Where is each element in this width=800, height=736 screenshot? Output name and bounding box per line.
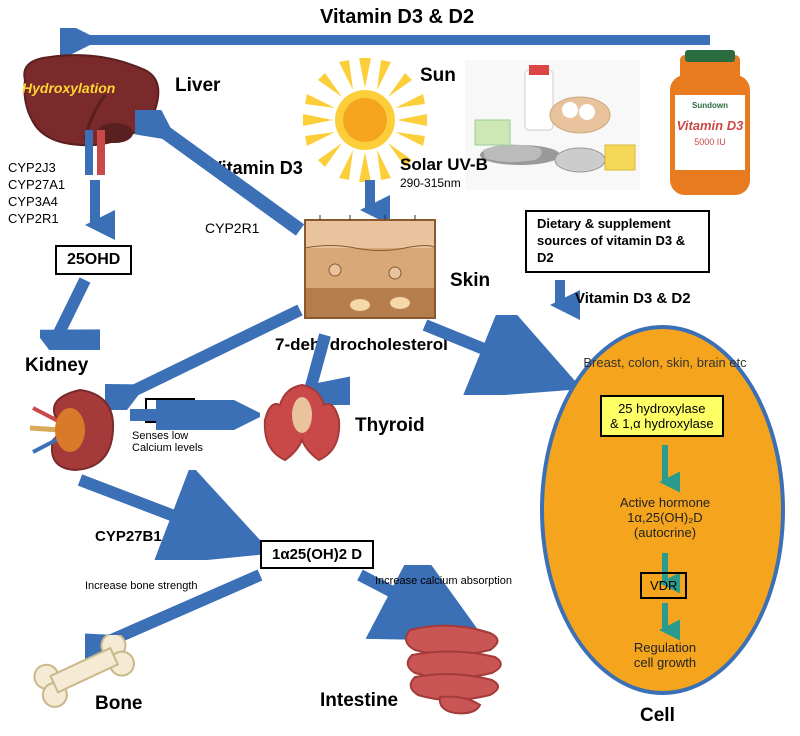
cell-enzymes-box: 25 hydroxylase & 1,α hydroxylase (600, 395, 724, 437)
hydroxylation-overlay: Hydroxylation (22, 80, 115, 96)
cell-tissues: Breast, colon, skin, brain etc (575, 355, 755, 370)
arrow-skin-to-cell (415, 315, 575, 395)
diet-arrow-label: Vitamin D3 & D2 (575, 290, 691, 307)
svg-text:Vitamin D3: Vitamin D3 (677, 118, 744, 133)
enzyme-item: CYP3A4 (8, 194, 65, 211)
svg-text:Sundown: Sundown (692, 101, 728, 110)
liver-enzymes-list: CYP2J3 CYP27A1 CYP3A4 CYP2R1 (8, 160, 65, 228)
supplement-bottle-icon: Sundown Vitamin D3 5000 IU (650, 50, 770, 205)
svg-text:5000 IU: 5000 IU (694, 137, 726, 147)
arrow-liver-to-25ohd (75, 175, 115, 240)
cyp27b1-label: CYP27B1 (95, 528, 162, 545)
metabolite-25ohd-box: 25OHD (55, 245, 132, 275)
arrow-diet-to-cell (540, 275, 580, 320)
arrow-kidney-to-thyroid (120, 400, 260, 430)
skin-icon (300, 215, 440, 325)
food-sources-icon (465, 60, 640, 190)
arrow-cell-1 (650, 440, 680, 495)
uvb-range: 290-315nm (400, 176, 461, 190)
thyroid-label: Thyroid (355, 415, 425, 437)
arrow-kidney-to-active (70, 470, 270, 560)
dietary-box-text: Dietary & supplement sources of vitamin … (537, 216, 685, 265)
intestine-effect-label: Increase calcium absorption (375, 575, 512, 587)
cell-active-hormone: Active hormone 1α,25(OH)₂D (autocrine) (595, 495, 735, 540)
kidney-label: Kidney (25, 355, 88, 377)
senses-label: Senses low Calcium levels (132, 430, 203, 454)
enzyme-item: CYP27A1 (8, 177, 65, 194)
title-top: Vitamin D3 & D2 (320, 6, 474, 29)
bone-effect-label: Increase bone strength (85, 580, 198, 592)
skin-label: Skin (450, 270, 490, 292)
cell-regulation: Regulation cell growth (615, 640, 715, 670)
arrow-25ohd-to-kidney (40, 275, 100, 350)
cell-vdr-box: VDR (640, 572, 687, 599)
intestine-icon (390, 615, 520, 720)
liver-label: Liver (175, 75, 220, 97)
arrow-cell-3 (650, 598, 680, 643)
cell-label: Cell (640, 705, 675, 727)
dietary-box: Dietary & supplement sources of vitamin … (525, 210, 710, 273)
bone-label: Bone (95, 693, 143, 715)
kidney-icon (25, 380, 125, 480)
solar-uvb-label: Solar UV-B (400, 155, 488, 175)
arrow-skin-to-liver (135, 110, 310, 240)
intestine-label: Intestine (320, 690, 398, 712)
liver-vessels-icon (70, 130, 120, 180)
enzyme-item: CYP2R1 (8, 211, 65, 228)
thyroid-icon (255, 380, 350, 470)
enzyme-item: CYP2J3 (8, 160, 65, 177)
sun-label: Sun (420, 65, 456, 87)
